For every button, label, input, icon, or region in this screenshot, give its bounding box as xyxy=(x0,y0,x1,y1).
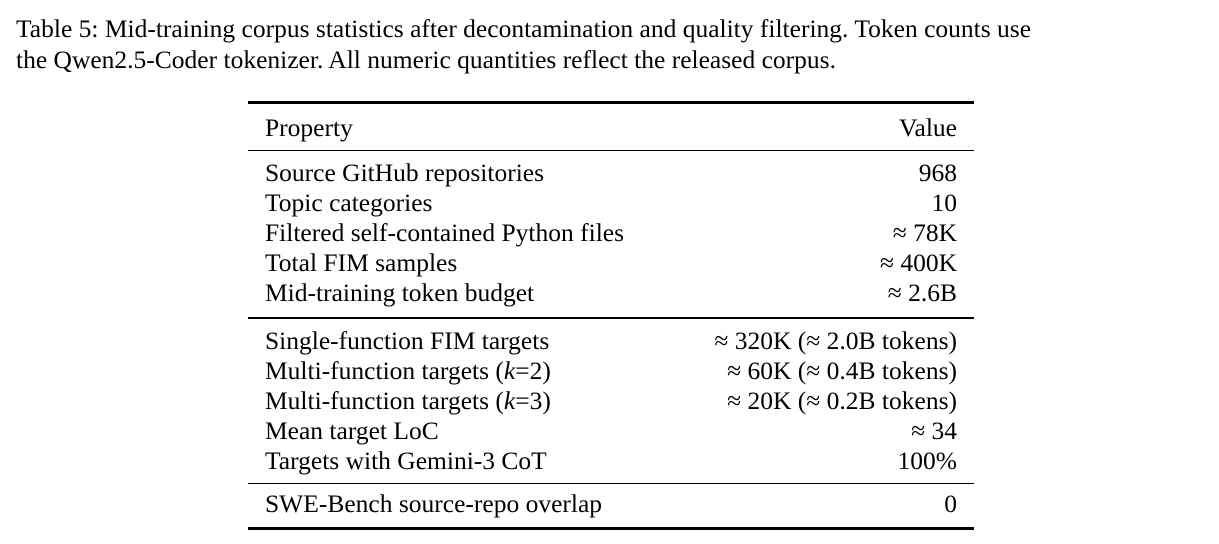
row-property: Filtered self-contained Python files xyxy=(265,218,625,247)
table-group-corpus: Source GitHub repositories 968 Topic cat… xyxy=(248,151,974,317)
table-row: Single-function FIM targets ≈ 320K (≈ 2.… xyxy=(248,326,974,356)
row-value: 0 xyxy=(944,489,957,518)
row-property-post: =2) xyxy=(515,355,551,385)
row-property-pre: Multi-function targets ( xyxy=(265,385,504,415)
row-property-post: =3) xyxy=(515,385,551,415)
row-value: ≈ 320K (≈ 2.0B tokens) xyxy=(714,325,957,355)
row-property-pre: Multi-function targets ( xyxy=(265,355,504,385)
table-group-overlap: SWE-Bench source-repo overlap 0 xyxy=(248,484,974,527)
table-row: Multi-function targets (k=2) ≈ 60K (≈ 0.… xyxy=(248,356,974,386)
row-value: ≈ 400K xyxy=(879,248,957,277)
row-property: Targets with Gemini-3 CoT xyxy=(265,445,547,475)
row-property: Single-function FIM targets xyxy=(265,325,550,355)
header-property: Property xyxy=(265,112,353,142)
corpus-statistics-table: Property Value Source GitHub repositorie… xyxy=(248,101,974,530)
table-row: Total FIM samples ≈ 400K xyxy=(248,248,974,278)
header-value: Value xyxy=(898,112,957,142)
table-group-targets: Single-function FIM targets ≈ 320K (≈ 2.… xyxy=(248,319,974,483)
table-header-row: Property Value xyxy=(248,104,974,150)
row-value: ≈ 20K (≈ 0.2B tokens) xyxy=(727,385,957,415)
row-property: Multi-function targets (k=3) xyxy=(265,386,551,416)
row-property: SWE-Bench source-repo overlap xyxy=(265,489,603,518)
table-row: Filtered self-contained Python files ≈ 7… xyxy=(248,218,974,248)
table-caption: Table 5: Mid-training corpus statistics … xyxy=(16,13,1212,75)
table-row: Mean target LoC ≈ 34 xyxy=(248,416,974,446)
row-property-var: k xyxy=(503,355,516,385)
row-value: 968 xyxy=(918,158,957,187)
row-value: ≈ 78K xyxy=(892,218,957,247)
row-value: ≈ 60K (≈ 0.4B tokens) xyxy=(727,355,957,385)
table-row: Targets with Gemini-3 CoT 100% xyxy=(248,446,974,476)
group-rule-2 xyxy=(248,482,974,484)
row-property-var: k xyxy=(503,385,516,415)
table-row: Mid-training token budget ≈ 2.6B xyxy=(248,278,974,308)
row-property: Source GitHub repositories xyxy=(265,158,545,187)
row-value: ≈ 34 xyxy=(911,415,957,445)
row-value: 100% xyxy=(897,445,958,475)
caption-line-1: Table 5: Mid-training corpus statistics … xyxy=(16,14,1032,43)
table-row: Source GitHub repositories 968 xyxy=(248,158,974,188)
row-value: 10 xyxy=(931,188,958,217)
row-value: ≈ 2.6B xyxy=(887,278,957,307)
row-property: Mean target LoC xyxy=(265,415,439,445)
table-row: SWE-Bench source-repo overlap 0 xyxy=(248,489,974,519)
top-rule xyxy=(248,101,974,104)
row-property: Total FIM samples xyxy=(265,248,458,277)
row-property: Topic categories xyxy=(265,188,433,217)
row-property: Mid-training token budget xyxy=(265,278,535,307)
row-property: Multi-function targets (k=2) xyxy=(265,356,551,386)
bottom-rule xyxy=(248,527,974,530)
table-row: Multi-function targets (k=3) ≈ 20K (≈ 0.… xyxy=(248,386,974,416)
table-row: Topic categories 10 xyxy=(248,188,974,218)
caption-line-2: the Qwen2.5-Coder tokenizer. All numeric… xyxy=(16,45,836,74)
group-rule-1 xyxy=(248,317,974,319)
header-rule xyxy=(248,149,974,151)
